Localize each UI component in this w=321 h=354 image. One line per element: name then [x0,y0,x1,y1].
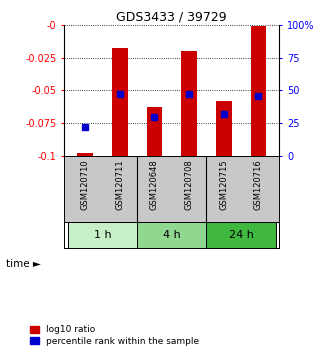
Text: GSM120648: GSM120648 [150,159,159,210]
Bar [68,222,137,248]
Text: 4 h: 4 h [163,230,181,240]
Bar [147,107,162,156]
Bar [181,51,197,156]
Bar [206,222,276,248]
Text: 24 h: 24 h [229,230,254,240]
Bar [77,153,93,156]
Bar [112,48,127,156]
Text: GSM120708: GSM120708 [185,159,194,210]
Text: GSM120710: GSM120710 [81,159,90,210]
Text: time ►: time ► [6,259,41,269]
Text: GSM120711: GSM120711 [115,159,124,210]
Bar [137,222,206,248]
Text: GSM120716: GSM120716 [254,159,263,210]
Text: GSM120715: GSM120715 [219,159,228,210]
Bar [251,26,266,156]
Text: 1 h: 1 h [93,230,111,240]
Bar [216,101,231,156]
Legend: log10 ratio, percentile rank within the sample: log10 ratio, percentile rank within the … [30,325,200,346]
Title: GDS3433 / 39729: GDS3433 / 39729 [117,11,227,24]
